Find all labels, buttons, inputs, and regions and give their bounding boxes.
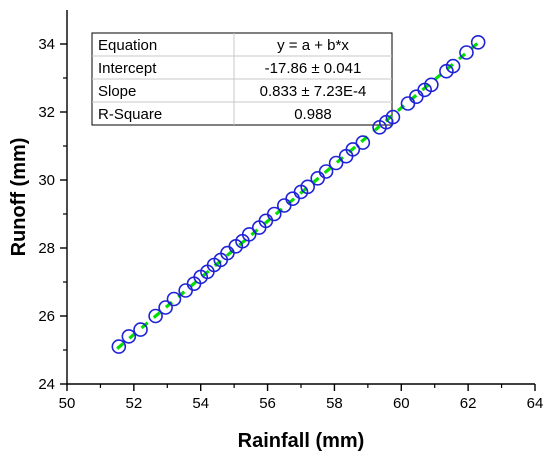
data-point [328,155,344,171]
y-tick-label: 24 [38,376,55,393]
table-row-label: Slope [98,83,136,100]
table-row-label: R-Square [98,106,162,123]
table-row-label: Equation [98,37,157,54]
table-row-label: Intercept [98,60,157,77]
data-point [178,283,193,298]
data-point [318,164,334,179]
table-row-value: 0.833 ± 7.23E-4 [260,83,367,100]
data-point [241,227,257,242]
data-point [400,96,416,111]
x-tick-label: 56 [259,395,276,412]
data-point [345,142,361,157]
table-row-value: 0.988 [294,106,332,123]
data-point [133,322,148,337]
y-tick-label: 30 [38,172,55,189]
y-tick-label: 26 [38,308,55,325]
x-tick-label: 50 [59,395,76,412]
data-point [121,329,137,344]
y-tick-label: 32 [38,104,55,121]
data-point [266,206,282,222]
data-point [148,308,163,324]
table-row-value: -17.86 ± 0.041 [265,60,362,77]
x-tick-label: 64 [527,395,544,412]
x-tick-label: 54 [192,395,209,412]
data-point [300,179,315,195]
axes-layer: 50 52 54 56 58 60 62 64 24 26 28 30 32 34 Rainfall (mm… [8,10,543,452]
data-point [276,198,292,213]
data-point [459,45,474,60]
data-point [470,34,486,50]
statistics-table: Equation y = a + b*x Intercept -17.86 ± 0.0… [91,32,393,126]
x-tick-label: 60 [393,395,410,412]
x-axis-title: Rainfall (mm) [238,430,365,452]
data-point [424,77,439,93]
data-point [445,58,461,74]
x-tick-label: 62 [460,395,477,412]
data-point [158,300,173,315]
x-tick-label: 58 [326,395,343,412]
y-tick-label: 34 [38,36,55,53]
x-tick-label: 52 [126,395,143,412]
data-point [355,135,371,150]
y-axis-title: Runoff (mm) [8,138,30,257]
data-point [385,109,401,125]
table-row-value: y = a + b*x [277,37,349,54]
y-tick-label: 28 [38,240,55,257]
data-points-layer [111,34,486,354]
data-point [166,291,182,307]
data-point [111,339,127,354]
